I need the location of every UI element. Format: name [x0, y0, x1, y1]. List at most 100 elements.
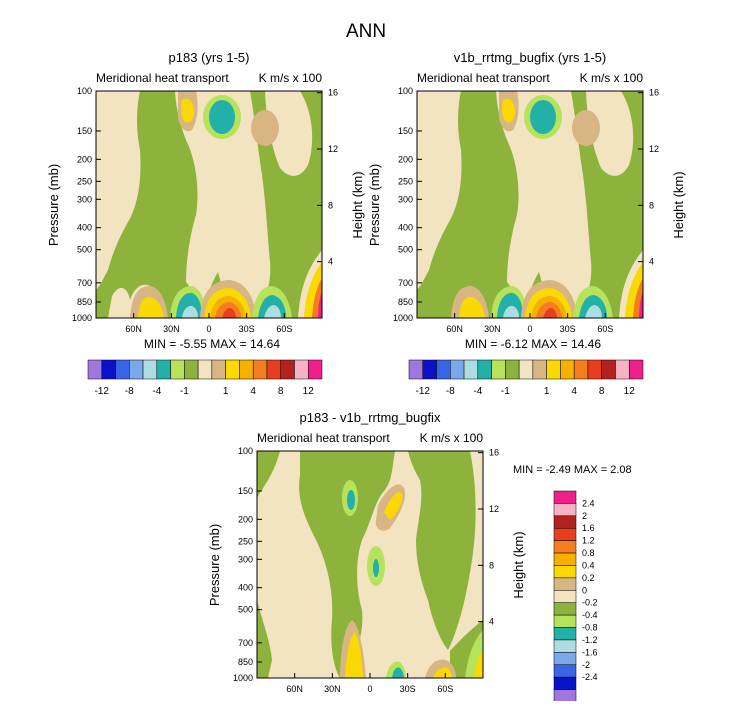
panel-3-contour-region — [299, 451, 395, 678]
colorbar-swatch — [553, 503, 577, 517]
colorbar-label: 1.6 — [582, 523, 595, 533]
colorbar-swatch — [553, 676, 577, 690]
y-tick-label: 400 — [398, 223, 413, 233]
colorbar-swatch — [628, 359, 644, 380]
colorbar-swatch — [615, 359, 630, 380]
colorbar-label: 8 — [599, 386, 605, 397]
panel-3-subtitle-right: K m/s x 100 — [420, 431, 484, 445]
colorbar-swatch — [197, 359, 213, 380]
y-tick-label: 100 — [77, 86, 92, 96]
panel-2-title: v1b_rrtmg_bugfix (yrs 1-5) — [454, 50, 606, 65]
colorbar-swatch — [553, 515, 577, 529]
y-tick-label: 300 — [398, 194, 413, 204]
panel-3-contour-region — [373, 559, 379, 577]
y-tick-label: 150 — [398, 126, 413, 136]
colorbar-swatch — [225, 359, 240, 380]
panel-3-min-max: MIN = -2.49 MAX = 2.08 — [513, 464, 632, 476]
panel-2-y-axis: 100 150 200 250 300 400 500 700 850 1000 — [393, 86, 422, 323]
y-tick-label: 1000 — [72, 313, 92, 323]
colorbar-swatch — [553, 527, 577, 541]
colorbar-swatch — [115, 359, 130, 380]
panel-1-y-axis: 100 150 200 250 300 400 500 700 850 1000 — [72, 86, 101, 323]
colorbar-swatch — [587, 359, 602, 380]
colorbar-label: -2.4 — [582, 672, 598, 682]
x-tick-label: 60S — [597, 324, 613, 334]
colorbar-label: 0 — [582, 585, 587, 595]
panel-2-colorbar: -12 -8 -4 -1 1 4 8 12 — [408, 359, 644, 397]
x-tick-label: 0 — [206, 324, 211, 334]
y-tick-label: 700 — [398, 278, 413, 288]
panel-3-subtitle-left: Meridional heat transport — [257, 431, 390, 445]
panel-1-title: p183 (yrs 1-5) — [169, 50, 250, 65]
colorbar-label: -8 — [446, 386, 455, 397]
colorbar-label: -0.2 — [582, 598, 598, 608]
y-tick-label: 150 — [77, 126, 92, 136]
y-tick-label: 300 — [77, 194, 92, 204]
y-tick-label: 500 — [77, 245, 92, 255]
panel-2-subtitle-right: K m/s x 100 — [580, 71, 644, 85]
right-tick-label: 16 — [328, 88, 338, 98]
colorbar-swatch — [170, 359, 185, 380]
panel-2-contour-region — [586, 91, 634, 176]
colorbar-label: -1.6 — [582, 647, 598, 657]
right-tick-label: 8 — [489, 560, 494, 570]
panel-3-ylabel: Pressure (mb) — [207, 524, 222, 606]
x-tick-label: 60N — [286, 684, 303, 694]
panel-2-contour-region — [501, 98, 515, 123]
panel-3-ylabel-right: Height (km) — [511, 531, 526, 598]
colorbar-swatch — [450, 359, 465, 380]
panel-1-contour-region — [209, 100, 235, 134]
x-tick-label: 60S — [437, 684, 453, 694]
panel-2: v1b_rrtmg_bugfix (yrs 1-5) Meridional he… — [367, 50, 686, 397]
panel-2-contour-region — [639, 292, 643, 318]
panel-1-contour-region — [182, 305, 198, 318]
panel-2-ylabel: Pressure (mb) — [367, 164, 382, 246]
colorbar-label: -4 — [152, 386, 161, 397]
colorbar-swatch — [601, 359, 616, 380]
panel-1-contour-region — [318, 292, 322, 318]
colorbar-swatch — [553, 552, 577, 566]
panel-3-contour-region — [257, 600, 272, 678]
colorbar-label: 1 — [223, 386, 229, 397]
colorbar-swatch — [101, 359, 116, 380]
y-tick-label: 500 — [398, 245, 413, 255]
colorbar-label: 12 — [303, 386, 315, 397]
panel-3-x-axis: 60N 30N 0 30S 60S — [286, 673, 453, 694]
x-tick-label: 0 — [367, 684, 372, 694]
colorbar-label: 8 — [278, 386, 284, 397]
panel-2-subtitle-left: Meridional heat transport — [417, 71, 550, 85]
y-tick-label: 700 — [238, 638, 253, 648]
panel-3-y-axis: 100 150 200 250 300 400 500 700 850 1000 — [233, 446, 262, 683]
colorbar-swatch — [553, 614, 577, 628]
right-tick-label: 16 — [649, 88, 659, 98]
panel-2-contour-region — [530, 100, 556, 134]
colorbar-label: 4 — [250, 386, 256, 397]
y-tick-label: 850 — [77, 297, 92, 307]
y-tick-label: 200 — [238, 514, 253, 524]
colorbar-swatch — [553, 627, 577, 641]
panel-2-x-axis: 60N 30N 0 30S 60S — [446, 313, 613, 334]
y-tick-label: 250 — [77, 176, 92, 186]
colorbar-swatch — [422, 359, 437, 380]
panel-1-colorbar: -12 -8 -4 -1 1 4 8 12 — [87, 359, 323, 397]
panel-3-contour-region — [345, 632, 363, 678]
colorbar-label: 4 — [571, 386, 577, 397]
x-tick-label: 0 — [527, 324, 532, 334]
colorbar-swatch — [553, 490, 577, 504]
right-tick-label: 8 — [328, 200, 333, 210]
panel-1-contour-region — [138, 296, 164, 318]
panel-1-plot-area — [96, 91, 322, 318]
colorbar-label: -1 — [501, 386, 510, 397]
y-tick-label: 1000 — [393, 313, 413, 323]
colorbar-label: 2.4 — [582, 498, 595, 508]
colorbar-label: 0.8 — [582, 548, 595, 558]
colorbar-label: -1.2 — [582, 635, 598, 645]
panel-1-ylabel: Pressure (mb) — [46, 164, 61, 246]
colorbar-swatch — [408, 359, 424, 380]
colorbar-swatch — [553, 590, 577, 603]
x-tick-label: 60S — [276, 324, 292, 334]
colorbar-label: -4 — [473, 386, 482, 397]
colorbar-swatch — [266, 359, 281, 380]
right-tick-label: 8 — [649, 200, 654, 210]
x-tick-label: 30N — [163, 324, 180, 334]
